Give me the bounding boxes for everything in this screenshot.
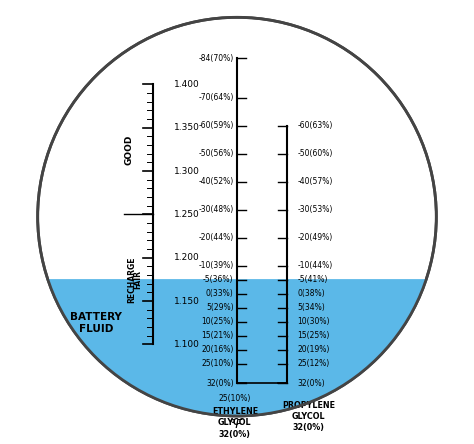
- Text: -5(36%): -5(36%): [203, 275, 234, 284]
- Text: 15(25%): 15(25%): [298, 331, 330, 341]
- Text: -20(49%): -20(49%): [298, 233, 333, 242]
- Text: -50(60%): -50(60%): [298, 149, 333, 158]
- Text: -5(41%): -5(41%): [298, 275, 328, 284]
- Text: -70(64%): -70(64%): [198, 93, 234, 102]
- Text: -40(57%): -40(57%): [298, 177, 333, 186]
- Text: PROPYLENE
GLYCOL
32(0%): PROPYLENE GLYCOL 32(0%): [282, 401, 335, 432]
- Text: 25(10%): 25(10%): [201, 359, 234, 369]
- Text: 5(29%): 5(29%): [206, 303, 234, 312]
- Text: °F: °F: [230, 418, 244, 431]
- Circle shape: [37, 17, 437, 416]
- Text: -50(56%): -50(56%): [198, 149, 234, 158]
- Text: RECHARGE: RECHARGE: [128, 256, 137, 303]
- Text: 5(34%): 5(34%): [298, 303, 326, 312]
- Text: -20(44%): -20(44%): [198, 233, 234, 242]
- Text: 0(38%): 0(38%): [298, 289, 325, 298]
- Text: 1.300: 1.300: [174, 166, 200, 176]
- Text: -10(39%): -10(39%): [198, 262, 234, 270]
- Text: 25(10%): 25(10%): [219, 394, 251, 403]
- Text: 15(21%): 15(21%): [201, 331, 234, 341]
- Text: 25(12%): 25(12%): [298, 359, 330, 369]
- Text: -40(52%): -40(52%): [198, 177, 234, 186]
- Text: 1.250: 1.250: [174, 210, 200, 219]
- Text: 20(16%): 20(16%): [201, 345, 234, 354]
- Text: -10(44%): -10(44%): [298, 262, 333, 270]
- Text: 1.400: 1.400: [174, 80, 200, 89]
- Text: -30(53%): -30(53%): [298, 205, 333, 214]
- Text: GOOD: GOOD: [124, 134, 133, 165]
- Text: 10(30%): 10(30%): [298, 317, 330, 326]
- Text: -84(70%): -84(70%): [198, 54, 234, 63]
- Text: BATTERY
FLUID: BATTERY FLUID: [70, 312, 122, 333]
- Text: 1.350: 1.350: [174, 123, 200, 132]
- Text: -30(48%): -30(48%): [198, 205, 234, 214]
- Text: 0(33%): 0(33%): [206, 289, 234, 298]
- Text: 32(0%): 32(0%): [298, 379, 325, 388]
- Text: ETHYLENE
GLYCOL
32(0%): ETHYLENE GLYCOL 32(0%): [212, 407, 258, 439]
- Text: 1.150: 1.150: [174, 297, 200, 305]
- Text: 1.100: 1.100: [174, 340, 200, 349]
- Polygon shape: [48, 280, 426, 416]
- Text: -60(63%): -60(63%): [298, 121, 333, 130]
- Text: 10(25%): 10(25%): [201, 317, 234, 326]
- Text: FAIR: FAIR: [134, 270, 143, 289]
- Text: -60(59%): -60(59%): [198, 121, 234, 130]
- Text: 20(19%): 20(19%): [298, 345, 330, 354]
- Text: 32(0%): 32(0%): [206, 379, 234, 388]
- Text: 1.200: 1.200: [174, 254, 200, 262]
